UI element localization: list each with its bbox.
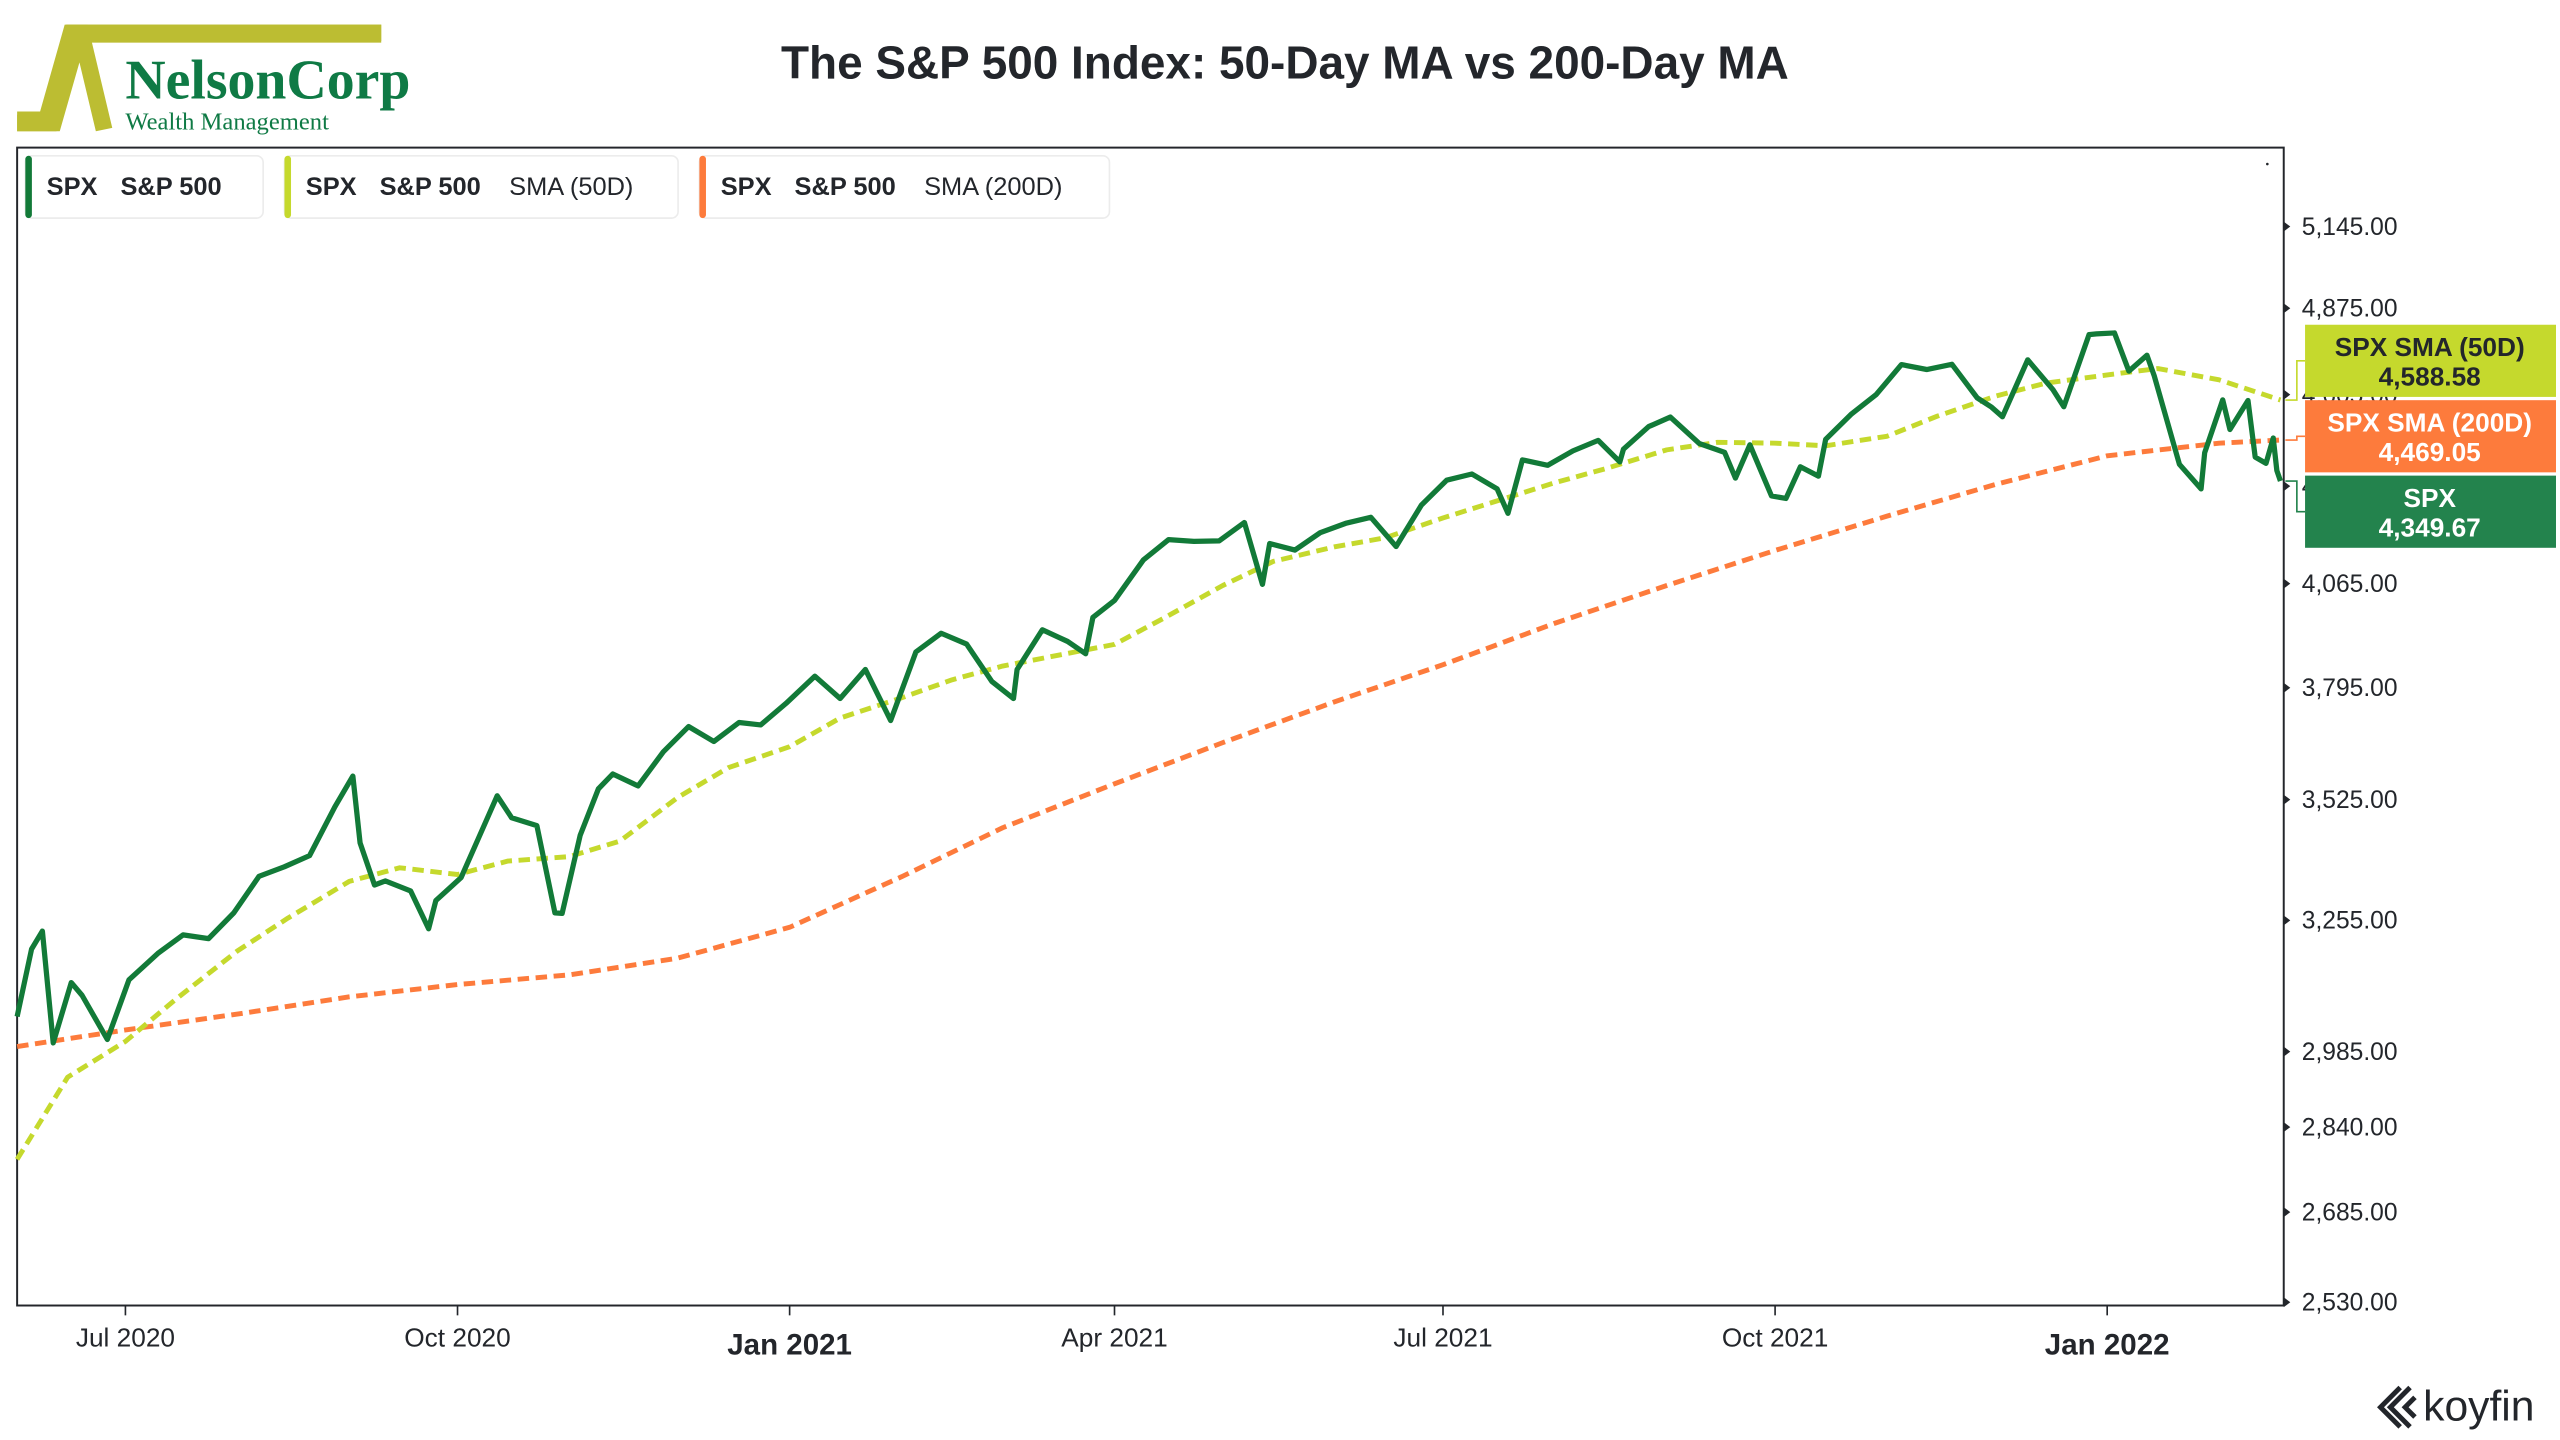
y-tick-mark xyxy=(2283,915,2291,926)
svg-text:S&P 500: S&P 500 xyxy=(795,173,896,201)
y-tick-mark xyxy=(2283,303,2291,314)
y-tick-mark xyxy=(2283,481,2291,492)
series-line-0 xyxy=(14,330,2283,1046)
koyfin-logo: koyfin xyxy=(2377,1382,2535,1430)
y-tick-mark xyxy=(2283,682,2291,693)
legend-swatch xyxy=(699,155,706,219)
x-tick-label: Oct 2021 xyxy=(1722,1323,1828,1353)
y-tick-label: 2,685.00 xyxy=(2302,1199,2398,1226)
x-axis: Jul 2020 Oct 2020 Jan 2021 Apr 2021 Jul 2021… xyxy=(76,1305,2170,1362)
svg-text:4,349.67: 4,349.67 xyxy=(2379,512,2481,542)
legend-swatch xyxy=(284,155,292,219)
x-tick-label: Jan 2021 xyxy=(727,1329,852,1362)
y-tick-mark xyxy=(2283,389,2291,400)
y-tick-mark xyxy=(2283,1046,2291,1057)
x-tick-label: Jan 2022 xyxy=(2045,1329,2170,1362)
last-value-badge: SPX SMA (50D)4,588.58 xyxy=(2285,324,2556,401)
y-tick-label: 2,985.00 xyxy=(2302,1039,2398,1066)
svg-text:SPX: SPX xyxy=(47,173,98,201)
logo-name: NelsonCorp xyxy=(125,49,410,111)
x-tick-label: Jul 2021 xyxy=(1393,1323,1492,1353)
legend-swatch xyxy=(25,155,32,219)
x-tick-label: Jul 2020 xyxy=(76,1323,175,1353)
y-tick-mark xyxy=(2283,578,2291,589)
x-tick-label: Oct 2020 xyxy=(404,1323,510,1353)
legend-item[interactable]: SPX S&P 500 SMA (200D) xyxy=(698,154,1111,219)
svg-text:SMA (50D): SMA (50D) xyxy=(509,173,633,201)
x-tick-label: Apr 2021 xyxy=(1061,1323,1167,1353)
y-tick-mark xyxy=(2283,1122,2291,1132)
chart-title: The S&P 500 Index: 50-Day MA vs 200-Day … xyxy=(781,37,1789,89)
svg-text:SPX: SPX xyxy=(721,173,772,201)
series-layer xyxy=(14,330,2283,1161)
svg-text:S&P 500: S&P 500 xyxy=(380,173,481,201)
series-line-1 xyxy=(15,366,2282,1161)
svg-text:4,469.05: 4,469.05 xyxy=(2379,437,2481,467)
y-tick-label: 3,795.00 xyxy=(2302,675,2398,702)
plot-area xyxy=(16,146,2285,1307)
y-tick-mark xyxy=(2283,1207,2291,1218)
legend: SPX S&P 500 SPX S&P 500 SMA (50D) SPX S&P 500 S… xyxy=(24,154,1111,219)
svg-text:S&P 500: S&P 500 xyxy=(120,173,221,201)
logo-tagline: Wealth Management xyxy=(125,109,329,136)
svg-text:SPX SMA (50D): SPX SMA (50D) xyxy=(2335,332,2525,362)
svg-text:SPX SMA (200D): SPX SMA (200D) xyxy=(2327,407,2532,437)
y-tick-label: 2,530.00 xyxy=(2302,1289,2398,1316)
svg-text:SPX: SPX xyxy=(306,173,357,201)
y-tick-label: 4,875.00 xyxy=(2302,295,2398,322)
legend-item[interactable]: SPX S&P 500 xyxy=(24,154,264,219)
y-tick-label: 3,255.00 xyxy=(2302,908,2398,935)
y-tick-mark xyxy=(2283,794,2291,805)
svg-text:SPX: SPX xyxy=(2403,483,2456,513)
svg-text:SMA (200D): SMA (200D) xyxy=(924,173,1062,201)
svg-text:koyfin: koyfin xyxy=(2423,1382,2534,1430)
y-tick-mark xyxy=(2283,1297,2291,1308)
y-tick-label: 2,840.00 xyxy=(2302,1114,2398,1141)
y-tick-label: 5,145.00 xyxy=(2302,214,2398,241)
last-value-badge: SPX SMA (200D)4,469.05 xyxy=(2285,400,2556,473)
y-tick-mark xyxy=(2283,221,2291,232)
legend-item[interactable]: SPX S&P 500 SMA (50D) xyxy=(283,154,679,219)
series-line-2 xyxy=(16,437,2281,1049)
y-tick-label: 4,065.00 xyxy=(2302,571,2398,598)
nelsoncorp-logo: NelsonCorp Wealth Management xyxy=(17,24,410,136)
svg-text:4,588.58: 4,588.58 xyxy=(2379,361,2481,391)
y-tick-label: 3,525.00 xyxy=(2302,787,2398,814)
